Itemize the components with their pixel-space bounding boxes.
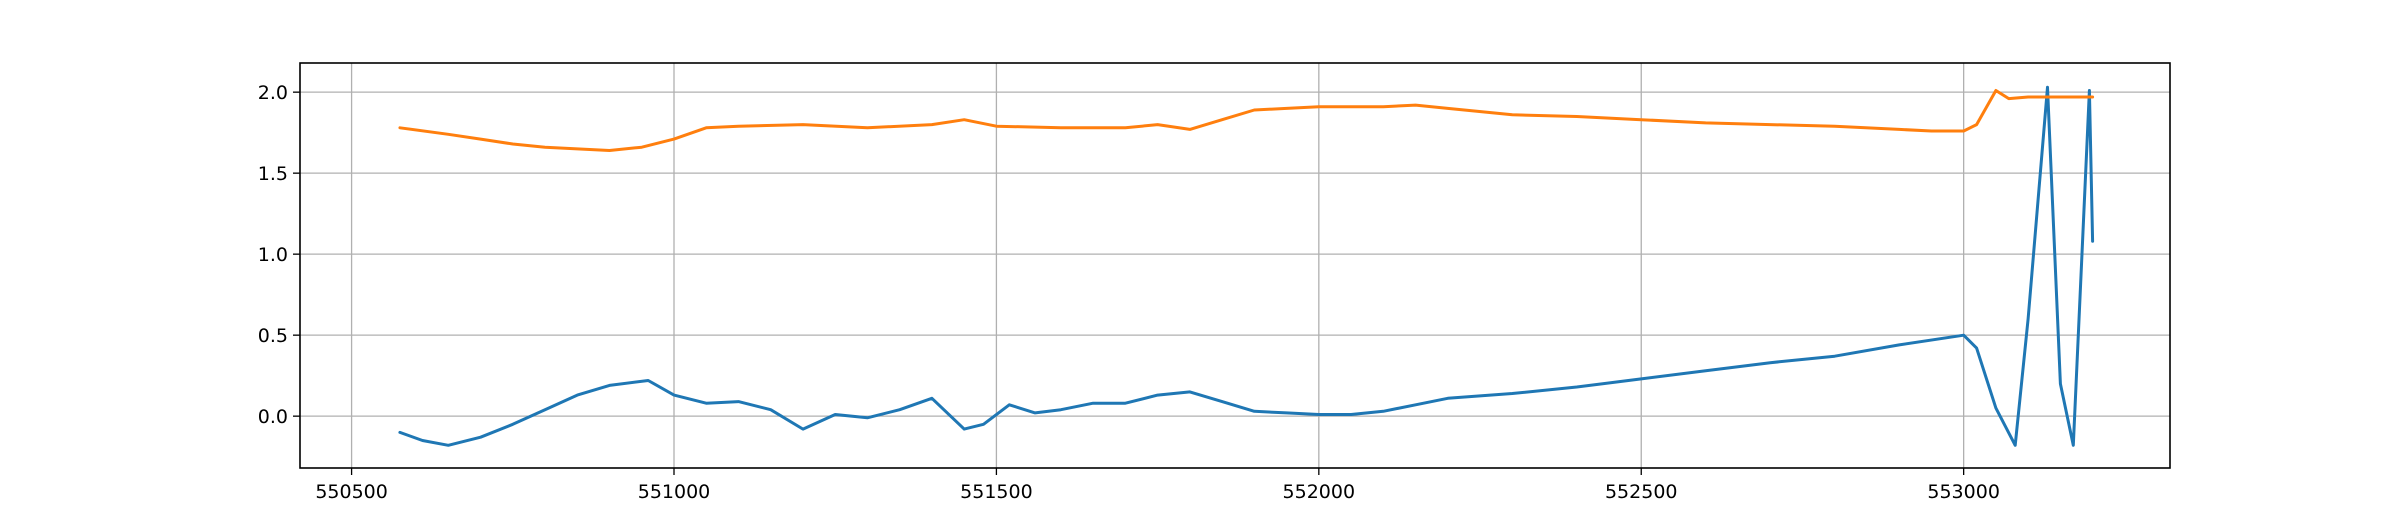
x-tick-label: 550500 bbox=[315, 481, 388, 503]
x-tick-label: 551500 bbox=[960, 481, 1033, 503]
series-line-1 bbox=[398, 85, 2095, 447]
y-tick-label: 1.0 bbox=[258, 244, 288, 266]
x-tick-label: 552500 bbox=[1605, 481, 1678, 503]
x-tick-label: 552000 bbox=[1283, 481, 1356, 503]
axis-ticks: 550500 551000 551500 552000 552500 553000 0.0 0… bbox=[258, 82, 2000, 503]
x-tick-label: 551000 bbox=[638, 481, 711, 503]
y-tick-label: 1.5 bbox=[258, 163, 288, 185]
x-tick-label: 553000 bbox=[1927, 481, 2000, 503]
y-tick-label: 0.5 bbox=[258, 325, 288, 347]
grid-lines bbox=[300, 63, 2170, 468]
plot-frame bbox=[299, 62, 2171, 469]
y-tick-label: 0.0 bbox=[258, 406, 288, 428]
series-line-2 bbox=[398, 89, 2095, 152]
y-tick-label: 2.0 bbox=[258, 82, 288, 104]
series-lines bbox=[398, 85, 2095, 447]
